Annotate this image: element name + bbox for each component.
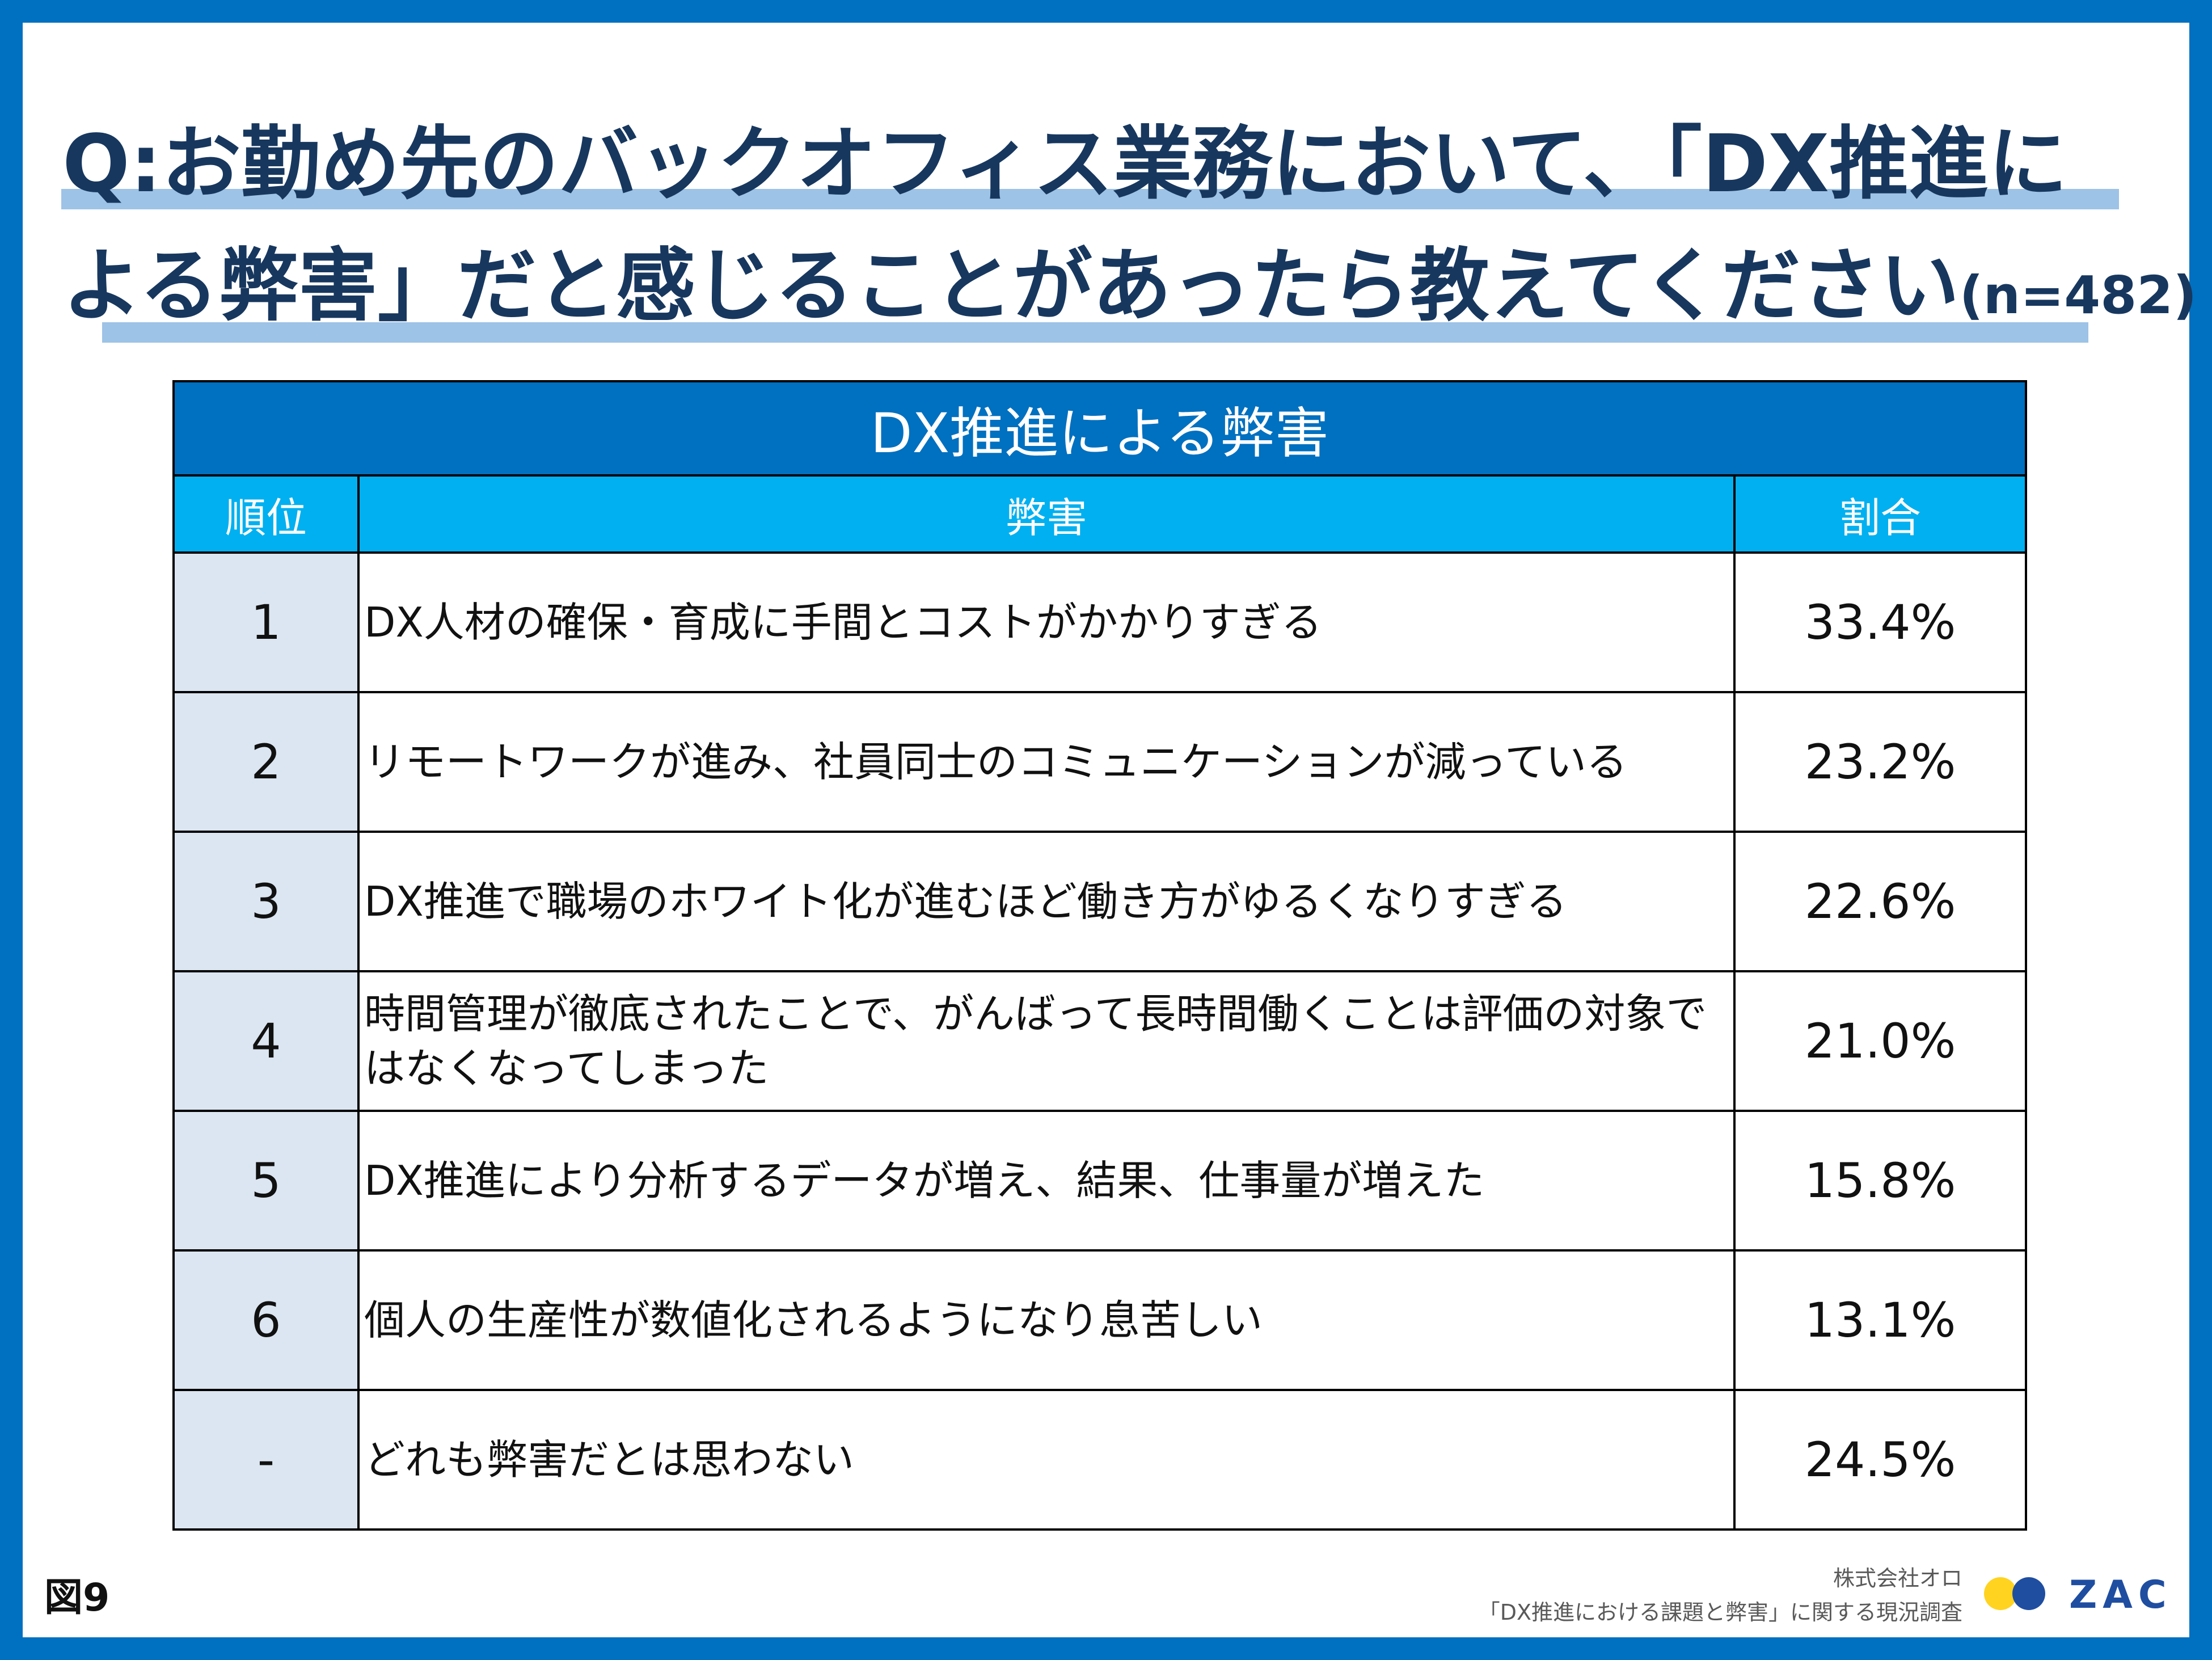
question-title-line-2: よる弊害」だと感じることがあったら教えてください(n=482): [62, 238, 2197, 344]
rank-cell: 1: [172, 551, 360, 693]
title-underline-2: [102, 322, 2088, 343]
rank-cell: 2: [172, 691, 360, 833]
source-credit: 株式会社オロ 「DX推進における課題と弊害」に関する現況調査: [1479, 1561, 1962, 1629]
harm-cell: リモートワークが進み、社員同士のコミュニケーションが減っている: [357, 691, 1736, 833]
rank-cell: 6: [172, 1249, 360, 1391]
harm-cell: DX推進で職場のホワイト化が進むほど働き方がゆるくなりすぎる: [357, 831, 1736, 972]
ratio-cell: 24.5%: [1733, 1389, 2028, 1531]
column-header-rank: 順位: [172, 474, 360, 554]
sample-size: (n=482): [1959, 265, 2197, 326]
harm-table-container: DX推進による弊害 順位 弊害 割合 1 DX人材の確保・育成に手間とコストがか…: [172, 380, 2028, 1531]
table-title-row: DX推進による弊害: [172, 380, 2028, 477]
table-row: 6 個人の生産性が数値化されるようになり息苦しい 13.1%: [172, 1249, 2028, 1391]
harm-cell: DX推進により分析するデータが増え、結果、仕事量が増えた: [357, 1110, 1736, 1252]
rank-cell: 3: [172, 831, 360, 972]
rank-cell: 5: [172, 1110, 360, 1252]
question-title-line-1: Q:お勤め先のバックオフィス業務において、「DX推進に: [62, 118, 2068, 210]
figure-label: 図9: [44, 1575, 110, 1620]
harm-cell: DX人材の確保・育成に手間とコストがかかりすぎる: [357, 551, 1736, 693]
ratio-cell: 15.8%: [1733, 1110, 2028, 1252]
table-title: DX推進による弊害: [172, 380, 2028, 477]
ratio-cell: 22.6%: [1733, 831, 2028, 972]
ratio-cell: 23.2%: [1733, 691, 2028, 833]
ratio-cell: 13.1%: [1733, 1249, 2028, 1391]
logo-text: ZAC: [2069, 1573, 2172, 1617]
ratio-cell: 33.4%: [1733, 551, 2028, 693]
harm-cell: 個人の生産性が数値化されるようになり息苦しい: [357, 1249, 1736, 1391]
ratio-cell: 21.0%: [1733, 970, 2028, 1112]
table-row: 5 DX推進により分析するデータが増え、結果、仕事量が増えた 15.8%: [172, 1110, 2028, 1252]
rank-cell: -: [172, 1389, 360, 1531]
harm-cell: 時間管理が徹底されたことで、がんばって長時間働くことは評価の対象ではなくなってし…: [357, 970, 1736, 1112]
company-name: 株式会社オロ: [1833, 1566, 1962, 1591]
harm-table: DX推進による弊害 順位 弊害 割合 1 DX人材の確保・育成に手間とコストがか…: [172, 380, 2028, 1531]
table-row: 4 時間管理が徹底されたことで、がんばって長時間働くことは評価の対象ではなくなっ…: [172, 970, 2028, 1112]
logo-yellow-dot-icon: [1984, 1577, 2017, 1610]
table-row: 1 DX人材の確保・育成に手間とコストがかかりすぎる 33.4%: [172, 551, 2028, 693]
column-header-row: 順位 弊害 割合: [172, 474, 2028, 554]
table-row: 2 リモートワークが進み、社員同士のコミュニケーションが減っている 23.2%: [172, 691, 2028, 833]
zac-logo: ZAC: [1984, 1571, 2171, 1617]
table-row: 3 DX推進で職場のホワイト化が進むほど働き方がゆるくなりすぎる 22.6%: [172, 831, 2028, 972]
table-row: - どれも弊害だとは思わない 24.5%: [172, 1389, 2028, 1531]
harm-cell: どれも弊害だとは思わない: [357, 1389, 1736, 1531]
question-title-line-2-text: よる弊害」だと感じることがあったら教えてください: [62, 240, 1960, 332]
logo-blue-dot-icon: [2012, 1577, 2045, 1610]
column-header-harm: 弊害: [357, 474, 1736, 554]
title-underline-1: [61, 189, 2119, 209]
survey-name: 「DX推進における課題と弊害」に関する現況調査: [1478, 1600, 1962, 1625]
rank-cell: 4: [172, 970, 360, 1112]
column-header-ratio: 割合: [1733, 474, 2028, 554]
